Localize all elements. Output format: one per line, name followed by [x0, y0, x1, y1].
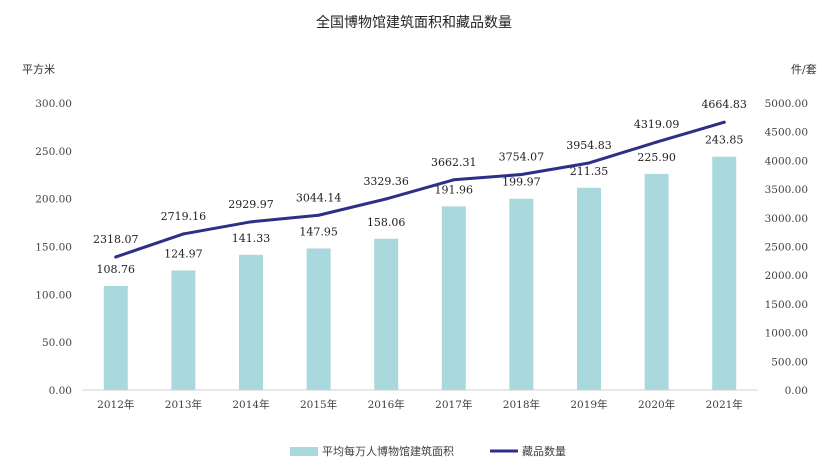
line-point [181, 232, 185, 236]
bar [712, 156, 737, 390]
line-point [452, 178, 456, 182]
bar [441, 206, 466, 390]
right-axis-unit: 件/套 [791, 63, 817, 76]
x-tick-label: 2013年 [165, 398, 202, 411]
chart-title: 全国博物馆建筑面积和藏品数量 [316, 14, 512, 31]
line-data-label: 4319.09 [634, 118, 680, 131]
line-point [519, 173, 523, 177]
bar-data-label: 147.95 [299, 225, 338, 238]
x-tick-label: 2017年 [435, 398, 472, 411]
line-data-label: 3754.07 [499, 151, 545, 164]
bar-data-label: 124.97 [164, 247, 203, 260]
line-point [317, 213, 321, 217]
right-tick-label: 1500.00 [765, 299, 808, 311]
bar [103, 285, 128, 390]
bar-data-label: 158.06 [367, 216, 406, 229]
right-tick-label: 4500.00 [765, 127, 808, 139]
line-data-label: 2719.16 [161, 210, 207, 223]
bar-data-label: 108.76 [97, 263, 136, 276]
line-data-label: 2929.97 [228, 198, 274, 211]
left-tick-label: 0.00 [49, 385, 72, 397]
left-tick-label: 300.00 [35, 98, 72, 110]
line-data-label: 3662.31 [431, 156, 477, 169]
legend-swatch-bar [290, 447, 318, 456]
line-point [249, 220, 253, 224]
bar [171, 270, 196, 390]
bar-data-label: 199.97 [502, 176, 541, 189]
left-tick-label: 250.00 [35, 146, 72, 158]
line-point [655, 140, 659, 144]
legend-label-line: 藏品数量 [522, 445, 566, 458]
x-tick-label: 2015年 [300, 398, 337, 411]
left-tick-label: 50.00 [42, 337, 72, 349]
x-tick-label: 2018年 [503, 398, 540, 411]
bar [306, 248, 331, 390]
bar [239, 254, 263, 390]
line-data-label: 4664.83 [701, 98, 747, 111]
bar [374, 238, 399, 390]
right-tick-label: 2500.00 [765, 242, 808, 254]
left-tick-label: 150.00 [35, 242, 72, 254]
line-data-label: 3329.36 [363, 175, 409, 188]
right-tick-label: 2000.00 [765, 270, 808, 282]
left-tick-label: 200.00 [35, 194, 72, 206]
line-data-label: 3044.14 [296, 191, 342, 204]
line-point [722, 120, 726, 124]
right-tick-label: 3500.00 [765, 184, 808, 196]
bar [644, 173, 669, 390]
bar-data-label: 225.90 [637, 151, 676, 164]
line-point [384, 197, 388, 201]
bar [577, 187, 601, 390]
bar-data-label: 243.85 [705, 134, 744, 147]
line-point [587, 161, 591, 165]
bar-data-label: 191.96 [435, 183, 474, 196]
x-tick-label: 2021年 [706, 398, 743, 411]
line-point [114, 255, 118, 259]
right-tick-label: 3000.00 [765, 213, 808, 225]
bar [509, 198, 534, 390]
line-data-label: 2318.07 [93, 233, 139, 246]
plot-area: 0.00 50.00 100.00 150.00 200.00 250.00 300.00 0… [35, 98, 808, 411]
right-tick-label: 4000.00 [765, 155, 808, 167]
x-tick-label: 2012年 [97, 398, 134, 411]
right-tick-label: 5000.00 [765, 98, 808, 110]
legend: 平均每万人博物馆建筑面积 藏品数量 [290, 444, 566, 458]
x-tick-label: 2020年 [638, 398, 675, 411]
left-tick-label: 100.00 [35, 289, 72, 301]
line-data-label: 3954.83 [566, 139, 612, 152]
x-tick-label: 2014年 [232, 398, 269, 411]
x-tick-label: 2016年 [368, 398, 405, 411]
right-tick-label: 500.00 [771, 356, 808, 368]
bar-data-label: 211.35 [570, 165, 609, 178]
left-axis-unit: 平方米 [22, 62, 55, 76]
legend-label-bar: 平均每万人博物馆建筑面积 [322, 444, 454, 458]
x-tick-label: 2019年 [570, 398, 607, 411]
right-tick-label: 0.00 [785, 385, 808, 397]
right-tick-label: 1000.00 [765, 328, 808, 340]
bar-data-label: 141.33 [232, 232, 271, 245]
line-series [114, 120, 726, 259]
